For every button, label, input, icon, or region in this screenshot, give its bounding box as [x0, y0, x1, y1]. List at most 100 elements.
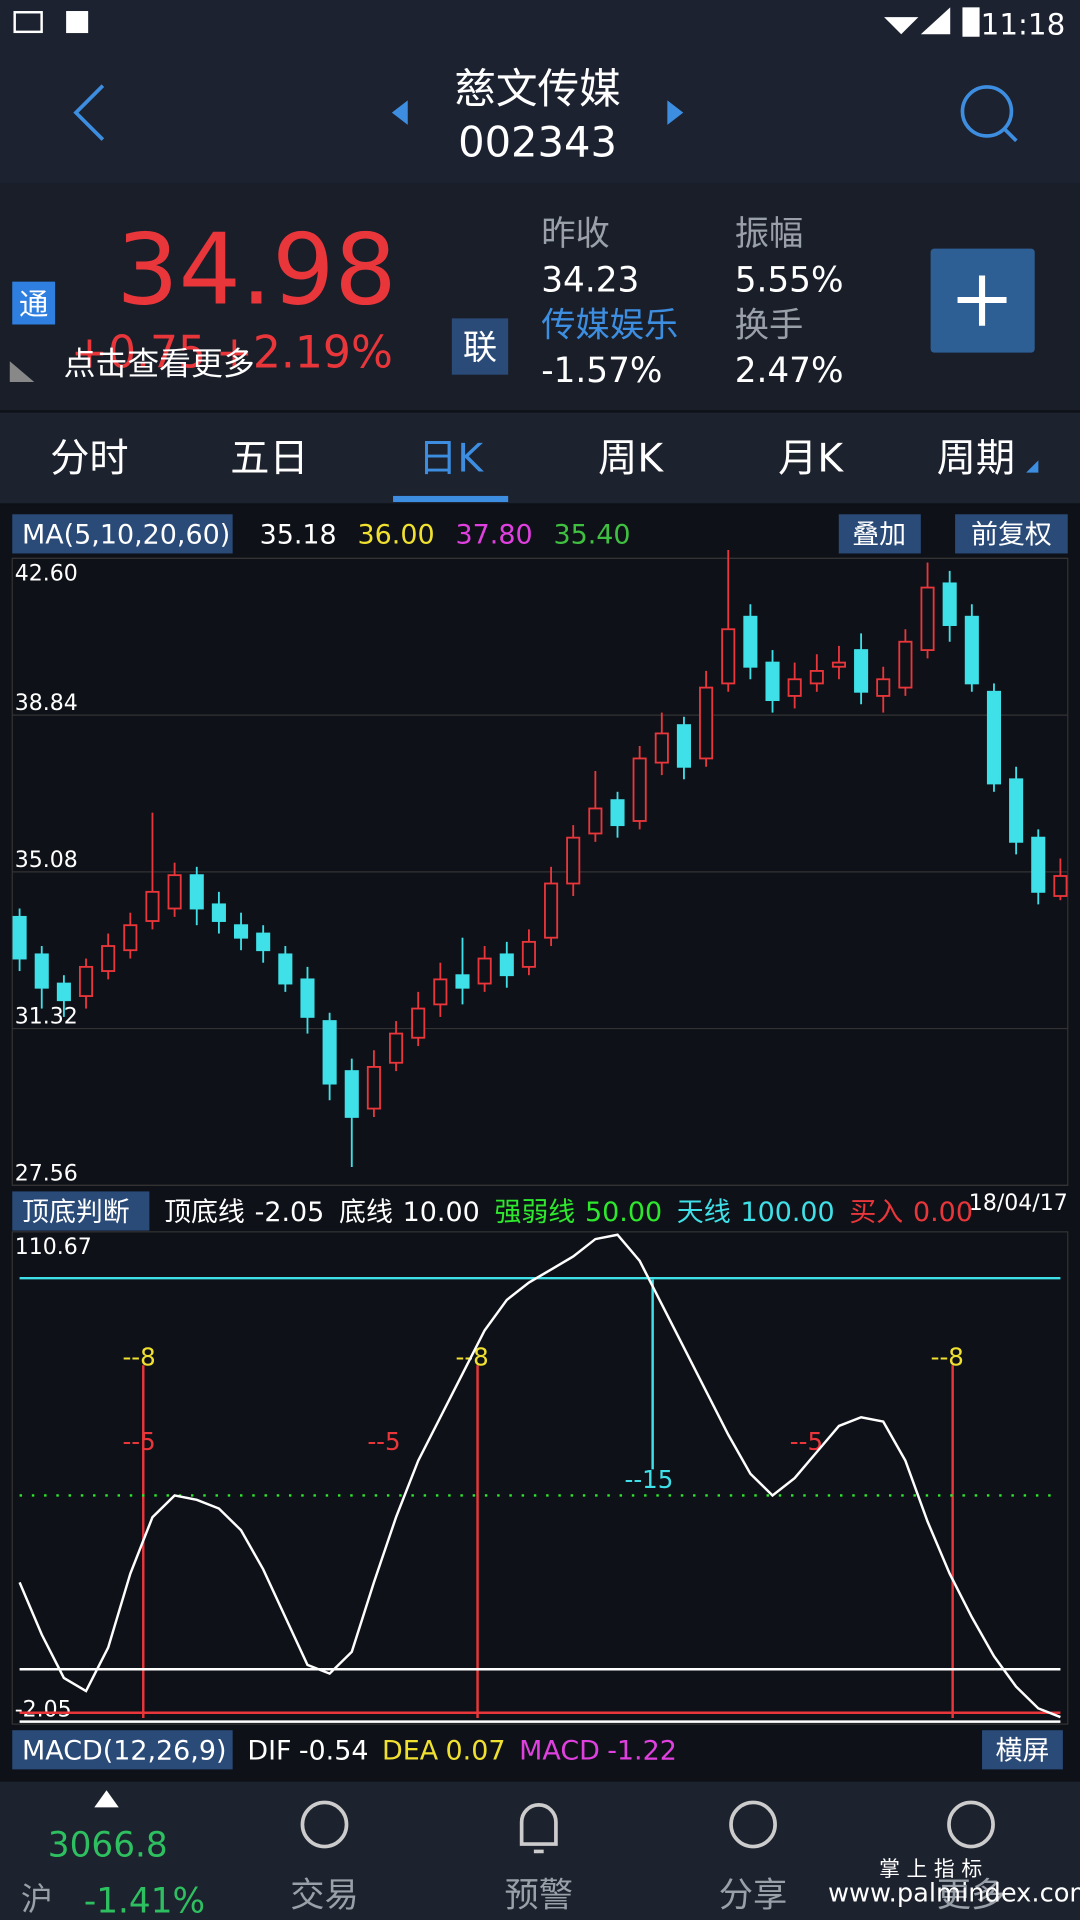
watermark: www.palmindex.com — [828, 1879, 1080, 1909]
candle-body — [300, 978, 315, 1018]
candle-body — [809, 669, 824, 685]
quote-bg — [0, 183, 1080, 411]
legend-box[interactable] — [12, 514, 233, 554]
candle-body — [854, 649, 869, 693]
landscape-button[interactable] — [982, 1730, 1063, 1770]
candle-body — [920, 586, 935, 651]
alert-icon — [519, 1803, 558, 1854]
next-stock[interactable] — [667, 100, 684, 125]
y-tick-label: 27.56 — [15, 1161, 78, 1186]
tabs-bg — [0, 412, 1080, 504]
value: -0.54 — [299, 1736, 369, 1767]
stat-value: 5.55% — [735, 260, 844, 300]
legend-value: 50.00 — [585, 1197, 662, 1228]
y-tick-label: 110.67 — [15, 1235, 92, 1260]
index-arrow — [94, 1790, 119, 1808]
annotation: --15 — [624, 1465, 673, 1494]
legend-box[interactable] — [12, 1730, 233, 1770]
y-tick-label: -2.05 — [15, 1698, 72, 1723]
stat-label: 换手 — [735, 306, 804, 346]
annotation: --5 — [122, 1427, 155, 1456]
candle-body — [721, 628, 736, 685]
candle-body — [632, 757, 647, 822]
candle-body — [588, 807, 603, 835]
legend-name: 顶底线 — [164, 1197, 245, 1228]
nav-item[interactable]: 分享 — [719, 1876, 788, 1916]
candle-body — [433, 978, 448, 1006]
badge: 通 — [19, 288, 48, 322]
back-button[interactable] — [73, 84, 105, 141]
y-tick-label: 38.84 — [15, 691, 78, 716]
candle-body — [765, 661, 780, 702]
nav-item[interactable]: 交易 — [290, 1876, 359, 1916]
landscape-label: 横屏 — [996, 1736, 1050, 1767]
tab-underline — [393, 495, 509, 503]
add-icon — [957, 275, 1007, 326]
label: DIF — [247, 1736, 291, 1767]
tab[interactable]: 分时 — [50, 436, 128, 481]
overlay-label: 叠加 — [852, 520, 906, 551]
legend-box[interactable] — [12, 1191, 150, 1231]
y-tick-label: 35.08 — [15, 848, 78, 873]
wifi-icon — [884, 17, 919, 35]
signal-icon — [920, 7, 951, 35]
stock-code: 002343 — [458, 118, 617, 167]
value: -1.22 — [607, 1736, 677, 1767]
more-icon — [947, 1800, 995, 1849]
candle-body — [1009, 778, 1024, 843]
candle-body — [1053, 875, 1068, 897]
y-tick-label: 31.32 — [15, 1005, 78, 1030]
overlay-button[interactable] — [838, 514, 921, 554]
candle-body — [344, 1070, 359, 1118]
legend-name: 天线 — [677, 1197, 731, 1228]
tab-active[interactable]: 日K — [418, 436, 484, 481]
nav-item[interactable]: 更多 — [937, 1876, 1006, 1916]
tab[interactable]: 五日 — [230, 436, 308, 481]
search-icon — [1002, 127, 1018, 143]
candle-body — [411, 1007, 426, 1039]
annotation: --5 — [367, 1427, 400, 1456]
candle-body — [12, 915, 27, 960]
sector[interactable]: 传媒娱乐 — [541, 306, 678, 346]
nav-item[interactable]: 预警 — [505, 1876, 574, 1916]
candle-body — [101, 945, 116, 972]
candle-body — [743, 615, 758, 668]
candle-body — [1031, 836, 1046, 893]
candle-body — [676, 724, 691, 768]
candle-body — [831, 661, 846, 668]
status-icon — [66, 11, 89, 34]
candle-body — [145, 890, 160, 922]
candle-body — [366, 1066, 381, 1110]
prev-stock[interactable] — [391, 100, 408, 125]
change-pct: +2.19% — [216, 327, 393, 378]
legend-value: 100.00 — [740, 1197, 834, 1228]
trade-icon — [300, 1800, 349, 1849]
link-badge-bg[interactable] — [451, 318, 509, 375]
change: +0.75 +2.19% — [71, 327, 393, 378]
tab[interactable]: 周期 — [937, 436, 1015, 481]
candle-body — [278, 953, 293, 985]
adjust-button[interactable] — [955, 514, 1068, 554]
tab[interactable]: 月K — [778, 436, 844, 481]
tab[interactable]: 周K — [598, 436, 664, 481]
indicator-frame — [11, 1231, 1069, 1725]
badge-bg — [12, 281, 56, 325]
add-button[interactable] — [930, 248, 1035, 353]
search-icon — [960, 85, 1014, 138]
ma-name: MA(5,10,20,60) — [22, 520, 230, 551]
indicator-line — [18, 1233, 1061, 1719]
search-button[interactable] — [960, 85, 1018, 143]
candle-body — [986, 690, 1002, 785]
index-value[interactable]: 3066.8 — [48, 1825, 168, 1865]
index-name: 沪 — [21, 1880, 53, 1918]
battery-icon — [962, 7, 980, 37]
candle-body — [256, 932, 271, 952]
legend-name: 底线 — [339, 1197, 393, 1228]
candle-body — [654, 732, 669, 764]
indicator-name: 顶底判断 — [22, 1197, 130, 1228]
tooltip[interactable]: 点击查看更多 — [64, 345, 255, 383]
adjust-label: 前复权 — [971, 520, 1052, 551]
candle-body — [544, 882, 559, 939]
price: 34.98 — [116, 214, 396, 328]
